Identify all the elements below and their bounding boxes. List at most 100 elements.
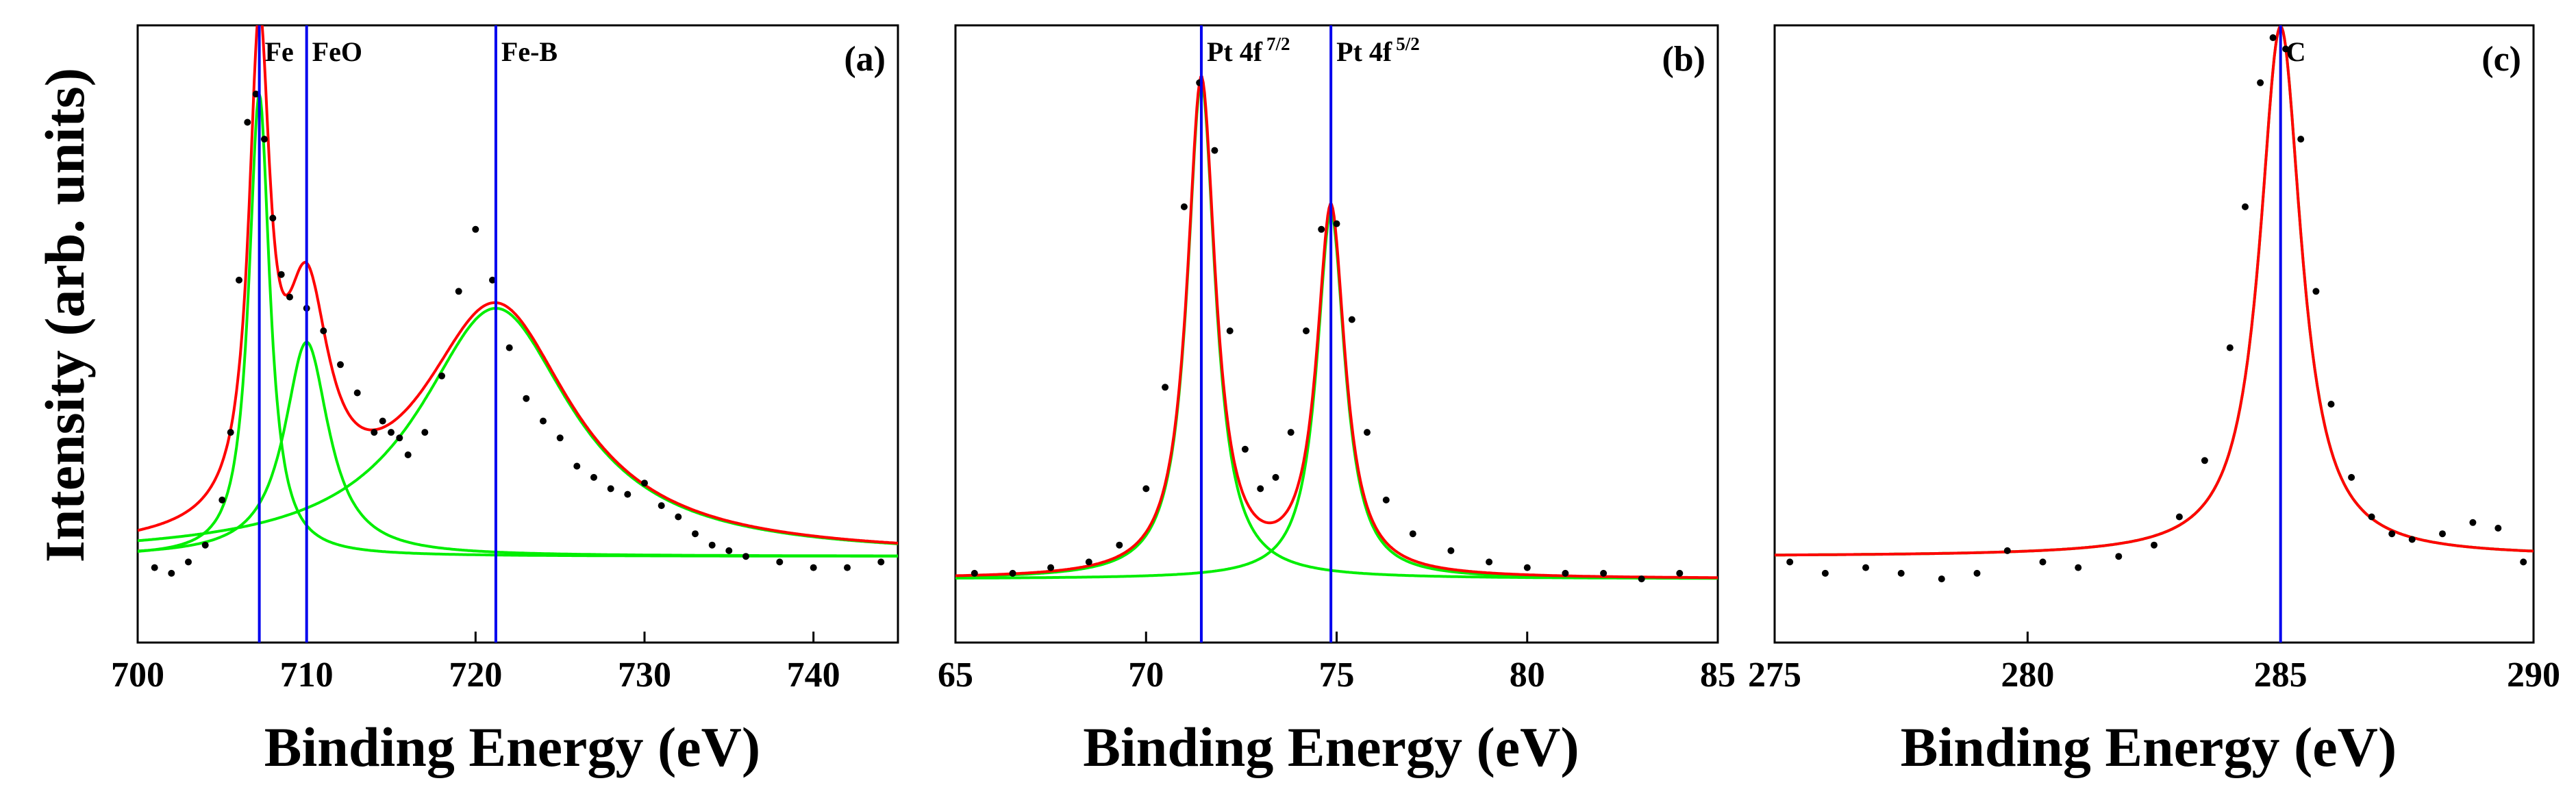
data-point	[277, 271, 285, 278]
data-point	[877, 558, 885, 566]
data-point	[2269, 34, 2277, 41]
data-point	[1303, 327, 1310, 334]
data-point	[2469, 519, 2477, 526]
x-axis-label: Binding Energy (eV)	[1083, 716, 1579, 778]
data-point	[1009, 569, 1016, 577]
panel-tag: (a)	[844, 40, 886, 79]
data-point	[371, 429, 378, 436]
data-point	[540, 417, 547, 425]
x-tick-label: 740	[787, 656, 840, 695]
data-point	[2039, 558, 2047, 566]
data-point	[2408, 536, 2416, 543]
x-tick-label: 85	[1700, 656, 1736, 695]
x-tick-label: 65	[938, 656, 973, 695]
data-point	[1382, 496, 1390, 503]
data-point	[1085, 558, 1092, 566]
data-point	[1523, 564, 1531, 571]
marker-label: FeO	[312, 36, 362, 67]
x-tick-label: 70	[1128, 656, 1164, 695]
data-point	[1226, 327, 1234, 334]
x-tick-label: 290	[2507, 656, 2560, 695]
data-point	[1333, 220, 1340, 227]
x-tick-label: 730	[618, 656, 671, 695]
data-point	[2257, 79, 2264, 86]
data-point	[1257, 485, 1264, 493]
panel-tag: (b)	[1662, 40, 1705, 79]
data-point	[624, 490, 632, 498]
curves	[138, 25, 898, 577]
data-point	[379, 417, 386, 425]
component-curve	[138, 340, 898, 558]
data-point	[1180, 203, 1188, 210]
envelope-curve	[955, 75, 1718, 580]
data-point	[573, 462, 581, 470]
data-point	[2348, 473, 2355, 481]
panel-b: 65 70 75 80 85 Binding Energy (eV) (b) Pt 4f 7/2…	[938, 24, 1736, 778]
data-point	[1676, 569, 1684, 577]
data-point	[2520, 558, 2527, 566]
data-point	[1162, 384, 1169, 391]
data-point	[556, 434, 564, 442]
data-point	[1318, 225, 1325, 233]
data-point	[1638, 575, 1645, 583]
plot-frame	[954, 24, 1719, 644]
data-point	[2494, 525, 2502, 532]
data-point	[2282, 45, 2290, 53]
panels: 700 710 720 730 740 Binding Energy (eV) (a) Fe F…	[111, 24, 2560, 778]
marker-label: Pt 4f 7/2	[1207, 34, 1290, 67]
data-point	[1211, 147, 1218, 154]
data-point	[742, 553, 749, 560]
y-axis-label: Intensity (arb. units)	[34, 68, 96, 562]
data-point	[844, 564, 851, 571]
data-point	[1562, 569, 1569, 577]
data-point	[201, 541, 209, 549]
data-point	[607, 485, 614, 493]
data-point	[320, 327, 327, 334]
envelope-curve	[1775, 25, 2534, 557]
plot-frame	[136, 24, 899, 644]
data-point	[692, 530, 699, 538]
data-point	[1409, 530, 1416, 538]
data-point	[421, 429, 429, 436]
x-tick-label: 720	[449, 656, 502, 695]
data-point	[1862, 564, 1869, 571]
data-point	[590, 473, 597, 481]
x-tick-label: 710	[280, 656, 334, 695]
data-point	[1348, 316, 1355, 323]
component-curve	[955, 211, 1718, 580]
data-point	[658, 502, 665, 510]
envelope-curve	[138, 25, 898, 545]
data-point	[641, 480, 648, 487]
data-point	[2439, 530, 2446, 538]
x-tick-label: 285	[2254, 656, 2308, 695]
data-point	[396, 434, 403, 442]
data-point	[1272, 473, 1279, 481]
data-point	[1938, 575, 1945, 583]
data-point	[438, 372, 445, 380]
data-point	[1786, 558, 1794, 566]
data-point	[1600, 569, 1608, 577]
data-point	[1447, 547, 1455, 554]
data-point	[151, 564, 158, 571]
x-axis-label: Binding Energy (eV)	[264, 716, 760, 778]
data-point	[227, 429, 234, 436]
data-point	[353, 389, 361, 397]
data-point	[2297, 136, 2305, 143]
data-point	[675, 513, 682, 521]
data-point	[286, 293, 293, 301]
plot-frame	[1773, 24, 2535, 644]
data-point	[523, 395, 530, 402]
data-point	[2242, 203, 2249, 210]
data-point	[1142, 485, 1150, 493]
data-point	[472, 225, 479, 233]
data-point	[1897, 569, 1905, 577]
data-point	[1973, 569, 1981, 577]
x-tick-label: 280	[2001, 656, 2054, 695]
data-point	[2003, 547, 2011, 554]
component-curve	[955, 82, 1718, 580]
data-point	[236, 276, 242, 284]
data-point	[1287, 429, 1295, 436]
data-point	[185, 558, 192, 566]
data-point	[1821, 569, 1829, 577]
